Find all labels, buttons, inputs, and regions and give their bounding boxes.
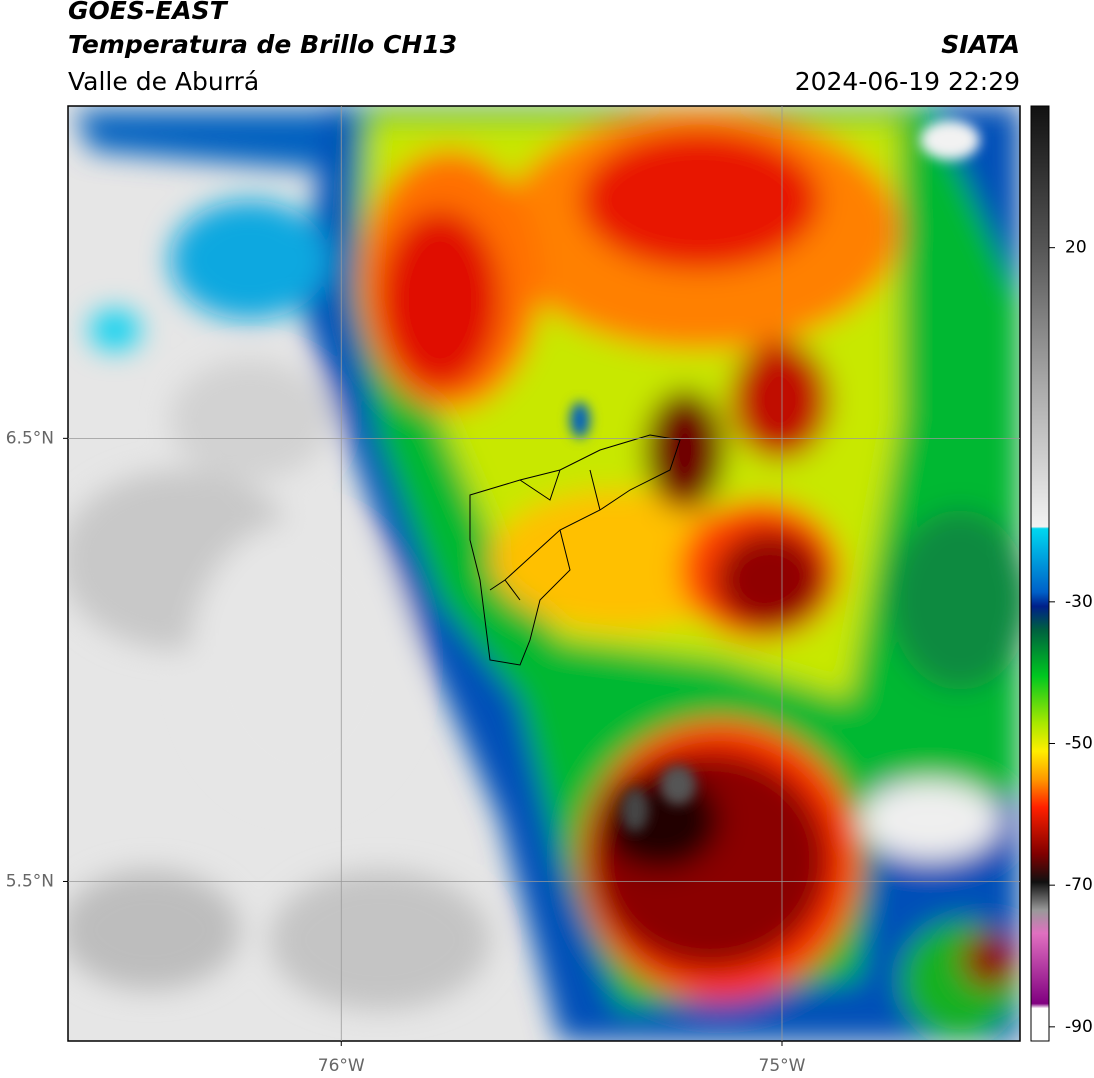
x-tick-label: 76°W [318, 1056, 365, 1076]
y-tick-label: 6.5°N [6, 428, 54, 448]
colorbar-tick-label: 20 [1065, 238, 1087, 258]
map-frame [67, 105, 1021, 1042]
colorbar-tick-label: -30 [1065, 592, 1093, 612]
colorbar-tick-label: -70 [1065, 875, 1093, 895]
datetime: 2024-06-19 22:29 [795, 67, 1020, 96]
colorbar [1030, 105, 1050, 1042]
source: SIATA [941, 30, 1020, 59]
y-tick-label: 5.5°N [6, 871, 54, 891]
colorbar-tick-label: -50 [1065, 734, 1093, 754]
subtitle: Temperatura de Brillo CH13 [68, 30, 457, 59]
region: Valle de Aburrá [68, 67, 259, 96]
satellite-image [68, 106, 1020, 1041]
colorbar-tick-label: -90 [1065, 1017, 1093, 1037]
title: GOES-EAST [68, 0, 229, 25]
x-tick-label: 75°W [759, 1056, 806, 1076]
